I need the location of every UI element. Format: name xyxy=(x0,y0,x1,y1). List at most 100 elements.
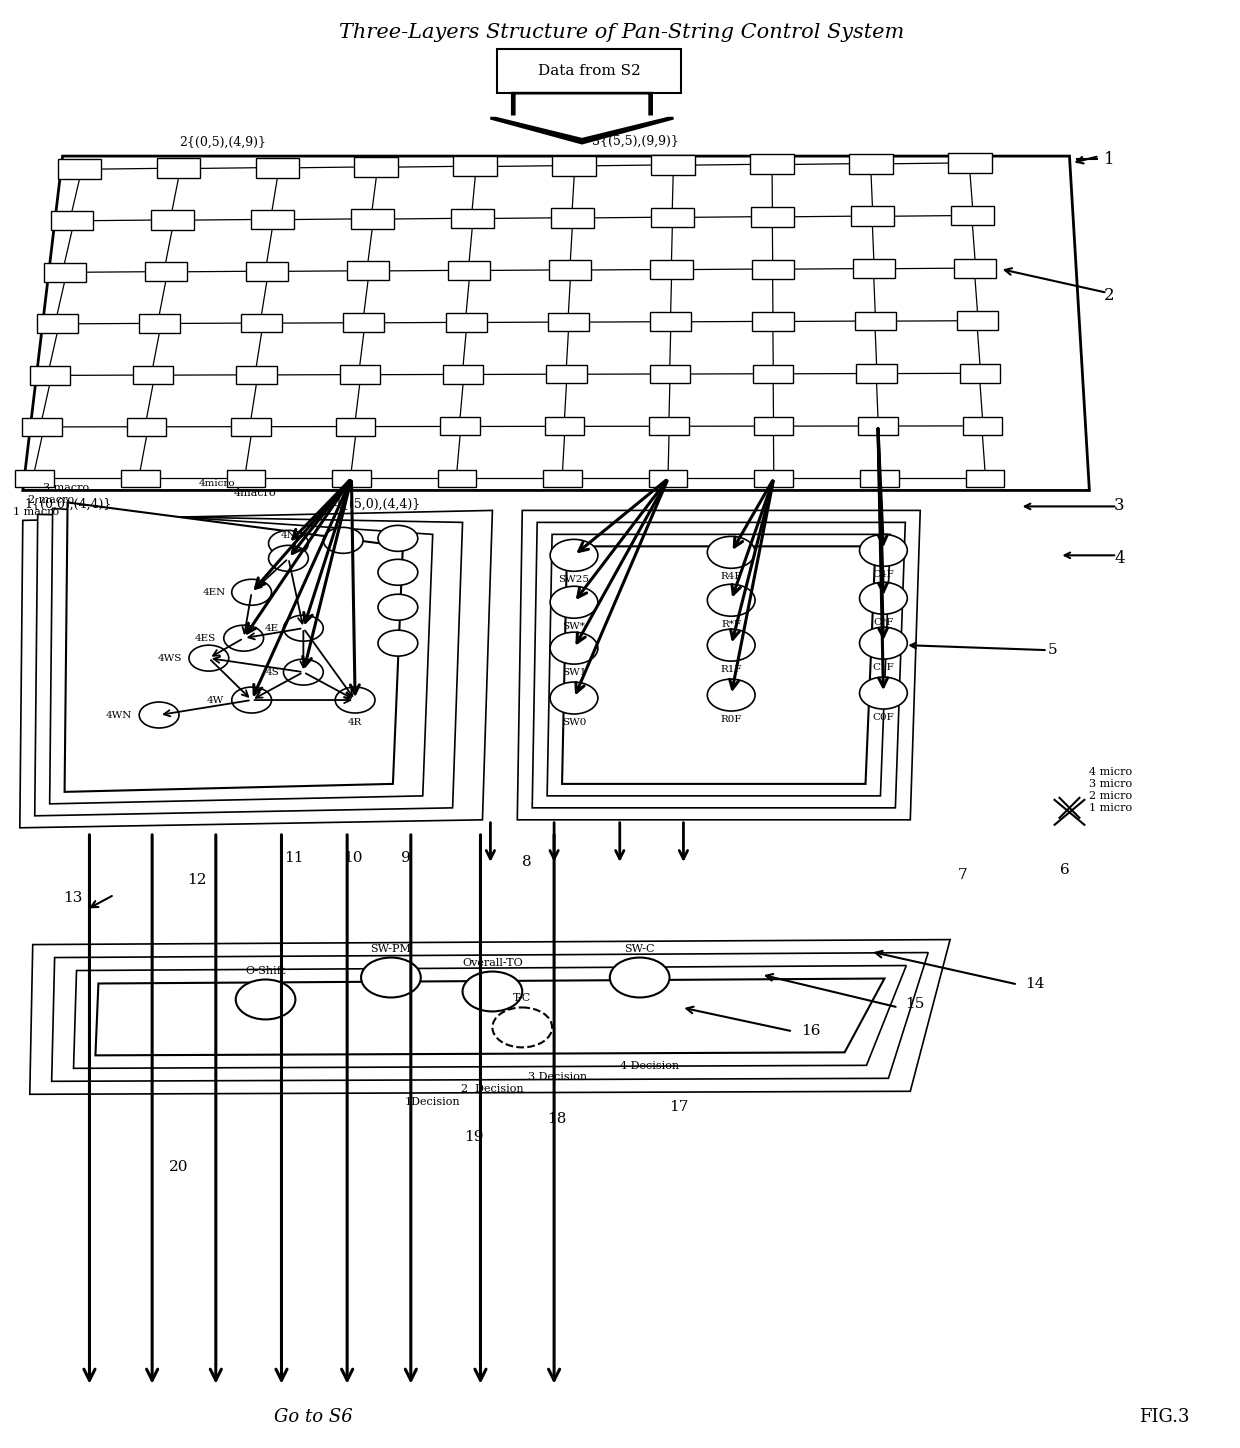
Ellipse shape xyxy=(378,594,418,620)
Text: 4E: 4E xyxy=(264,624,279,633)
Ellipse shape xyxy=(284,659,324,685)
Bar xyxy=(448,261,490,279)
Bar xyxy=(543,469,582,488)
Ellipse shape xyxy=(859,582,908,614)
Bar xyxy=(651,261,692,279)
Bar xyxy=(451,209,494,229)
Text: 2 micro: 2 micro xyxy=(1090,791,1132,801)
Bar xyxy=(951,206,994,226)
Polygon shape xyxy=(95,979,884,1056)
Text: Overall-TO: Overall-TO xyxy=(463,957,523,967)
Bar xyxy=(651,207,693,227)
Text: C0F: C0F xyxy=(873,712,894,723)
Text: T-C: T-C xyxy=(513,993,532,1003)
Ellipse shape xyxy=(378,559,418,585)
Text: 16: 16 xyxy=(801,1024,821,1038)
Ellipse shape xyxy=(610,957,670,998)
Text: 17: 17 xyxy=(670,1100,689,1115)
Polygon shape xyxy=(547,534,890,796)
Polygon shape xyxy=(20,510,492,828)
Polygon shape xyxy=(35,514,463,815)
Text: 4R: 4R xyxy=(348,718,362,727)
Text: 6: 6 xyxy=(1059,863,1069,876)
Ellipse shape xyxy=(859,678,908,710)
Bar xyxy=(336,417,376,436)
Text: 4S: 4S xyxy=(265,668,279,676)
Bar xyxy=(15,469,55,488)
Polygon shape xyxy=(64,502,403,792)
Bar xyxy=(751,207,794,226)
Ellipse shape xyxy=(551,539,598,572)
Bar xyxy=(43,262,86,282)
Text: 5: 5 xyxy=(1048,643,1058,657)
Bar xyxy=(36,314,78,333)
Text: R0F: R0F xyxy=(720,715,742,724)
Bar xyxy=(754,417,794,434)
Bar xyxy=(351,209,393,229)
Ellipse shape xyxy=(463,972,522,1012)
Ellipse shape xyxy=(324,527,363,553)
Polygon shape xyxy=(532,523,905,808)
Text: 2{(0,5),(4,9)}: 2{(0,5),(4,9)} xyxy=(179,136,267,149)
Bar xyxy=(255,158,299,178)
Ellipse shape xyxy=(284,615,324,641)
Text: 2: 2 xyxy=(1105,287,1115,304)
Bar xyxy=(547,365,587,384)
Text: 4N: 4N xyxy=(280,531,296,540)
Polygon shape xyxy=(517,510,920,820)
Text: 4W: 4W xyxy=(207,695,223,705)
Text: Go to S6: Go to S6 xyxy=(274,1407,352,1426)
Text: 9: 9 xyxy=(401,851,410,864)
Bar xyxy=(237,366,277,384)
Bar xyxy=(497,49,682,93)
Polygon shape xyxy=(490,93,673,143)
Bar xyxy=(454,156,497,177)
Bar xyxy=(30,366,69,385)
Ellipse shape xyxy=(236,979,295,1019)
Text: 4 micro: 4 micro xyxy=(1090,767,1132,778)
Text: C4F: C4F xyxy=(873,571,894,579)
Text: 1: 1 xyxy=(1105,151,1115,168)
Polygon shape xyxy=(562,546,875,783)
Text: 3{(5,5),(9,9)}: 3{(5,5),(9,9)} xyxy=(591,135,678,148)
Text: 20: 20 xyxy=(169,1160,188,1174)
Bar xyxy=(150,210,193,230)
Text: SW-PM: SW-PM xyxy=(371,944,412,954)
Bar xyxy=(57,159,102,180)
Bar xyxy=(853,259,895,278)
Text: 8: 8 xyxy=(522,854,532,869)
Text: SW-C: SW-C xyxy=(625,944,655,954)
Bar xyxy=(343,313,384,332)
Bar xyxy=(750,155,794,174)
Ellipse shape xyxy=(232,579,272,605)
Text: SW1: SW1 xyxy=(562,668,587,678)
Bar xyxy=(22,418,62,436)
Bar xyxy=(438,469,476,488)
Text: 4{(5,0),(4,4)}: 4{(5,0),(4,4)} xyxy=(334,498,420,511)
Text: 1{(0,0),(4,4)}: 1{(0,0),(4,4)} xyxy=(25,498,112,511)
Bar xyxy=(445,313,487,332)
Bar xyxy=(753,313,794,330)
Text: 4micro: 4micro xyxy=(198,479,236,488)
Bar xyxy=(650,313,691,332)
Polygon shape xyxy=(73,966,906,1069)
Text: 3 micro: 3 micro xyxy=(1090,779,1132,789)
Bar xyxy=(552,156,596,175)
Polygon shape xyxy=(30,940,950,1095)
Ellipse shape xyxy=(492,1008,552,1047)
Text: 4 Decision: 4 Decision xyxy=(620,1061,678,1072)
Text: 1 micro: 1 micro xyxy=(1090,802,1132,812)
Text: 1Decision: 1Decision xyxy=(405,1098,460,1108)
Text: 2 macro: 2 macro xyxy=(29,495,74,505)
Ellipse shape xyxy=(223,626,264,652)
Ellipse shape xyxy=(859,534,908,566)
Bar xyxy=(858,417,898,434)
Text: 4WN: 4WN xyxy=(105,711,133,720)
Bar xyxy=(443,365,484,384)
Bar xyxy=(966,469,1004,488)
Bar xyxy=(156,158,201,178)
Text: 14: 14 xyxy=(1024,977,1044,992)
Text: O-Shift: O-Shift xyxy=(246,966,285,976)
Bar xyxy=(347,261,389,281)
Bar xyxy=(954,259,996,278)
